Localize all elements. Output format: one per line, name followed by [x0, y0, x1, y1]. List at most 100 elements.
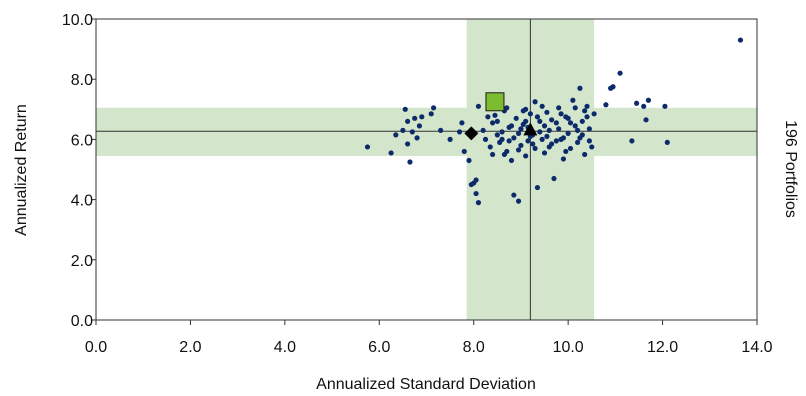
data-point [518, 126, 524, 132]
data-point [634, 100, 640, 106]
data-point [482, 136, 489, 142]
data-point [466, 157, 472, 164]
data-point [537, 129, 543, 135]
data-point [475, 200, 482, 206]
data-point [513, 115, 519, 121]
data-point [539, 103, 545, 109]
data-point [456, 129, 463, 135]
data-point [499, 129, 505, 135]
data-point [438, 127, 444, 133]
data-point [532, 99, 538, 105]
y-tick-label: 10.0 [62, 12, 93, 29]
y-axis-ticks: 0.0 2.0 4.0 6.0 8.0 10.0 [62, 12, 96, 330]
y-tick-label: 8.0 [71, 72, 93, 89]
data-point [546, 144, 552, 150]
data-point [565, 115, 571, 121]
data-point [534, 114, 541, 120]
data-point [416, 123, 423, 129]
data-point [589, 144, 595, 150]
data-point [560, 135, 567, 141]
y-tick-label: 4.0 [71, 193, 93, 210]
data-point [515, 198, 522, 204]
data-point [574, 127, 581, 133]
data-point [617, 70, 623, 76]
data-point [551, 175, 557, 182]
data-point [459, 120, 465, 126]
data-point [412, 115, 418, 121]
data-point [490, 120, 496, 126]
data-point [393, 132, 399, 138]
data-point [586, 126, 592, 132]
diamond-marker [464, 126, 479, 141]
data-point [556, 105, 562, 111]
data-point [480, 127, 486, 133]
data-point [534, 184, 541, 191]
x-axis-ticks: 0.0 2.0 4.0 6.0 8.0 10.0 12.0 14.0 [85, 320, 773, 356]
data-point [549, 117, 555, 123]
data-point [523, 118, 529, 124]
y-tick-label: 0.0 [71, 313, 93, 330]
data-point [473, 177, 479, 183]
data-point [553, 120, 559, 126]
x-tick-label: 8.0 [463, 339, 485, 356]
data-point [579, 132, 585, 138]
data-point [518, 142, 524, 149]
data-point [511, 135, 517, 141]
data-point [532, 145, 538, 152]
data-point [515, 147, 522, 153]
data-point [567, 145, 574, 152]
data-point [574, 139, 581, 146]
data-point [645, 97, 652, 103]
data-point [582, 151, 588, 158]
data-point [563, 148, 569, 155]
data-point [473, 190, 479, 197]
data-point [414, 135, 420, 141]
data-point [475, 103, 482, 109]
data-point [643, 117, 649, 123]
data-point [572, 105, 578, 111]
y-axis-title: Annualized Return [13, 104, 30, 236]
data-point [629, 138, 635, 144]
data-point [544, 133, 550, 139]
data-point [468, 181, 474, 188]
data-point [560, 156, 567, 162]
square-marker [485, 92, 505, 112]
data-point [523, 153, 529, 159]
data-point [567, 120, 574, 126]
data-point [494, 118, 500, 124]
data-point [541, 123, 548, 129]
data-point [388, 150, 394, 156]
data-point [402, 106, 408, 112]
data-point [546, 127, 552, 133]
data-point [556, 126, 562, 132]
data-point [461, 148, 467, 155]
data-point [409, 129, 415, 135]
data-point [501, 151, 508, 158]
x-tick-label: 6.0 [368, 339, 390, 356]
data-point [641, 103, 647, 109]
data-point [570, 97, 576, 103]
data-point [530, 141, 536, 147]
data-point [565, 130, 571, 136]
data-point [430, 105, 437, 111]
data-point [603, 102, 609, 108]
data-point [364, 144, 371, 150]
data-point [407, 159, 413, 165]
data-point [428, 111, 434, 117]
data-point [527, 111, 533, 117]
data-point [544, 109, 550, 115]
data-point [499, 136, 505, 142]
data-point [582, 108, 588, 114]
data-point [537, 118, 543, 124]
data-point [664, 139, 670, 146]
y-tick-label: 6.0 [71, 132, 93, 149]
data-point [586, 138, 592, 144]
return-band [96, 107, 757, 156]
x-axis-title: Annualized Standard Deviation [316, 376, 536, 393]
data-point [511, 192, 517, 198]
reference-lines [96, 19, 757, 320]
data-points [364, 37, 744, 206]
data-point [506, 138, 512, 144]
data-point [577, 85, 583, 91]
